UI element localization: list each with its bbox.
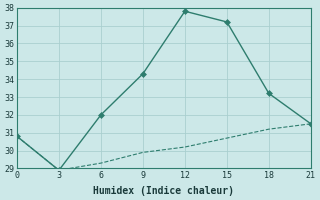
X-axis label: Humidex (Indice chaleur): Humidex (Indice chaleur) (93, 186, 234, 196)
